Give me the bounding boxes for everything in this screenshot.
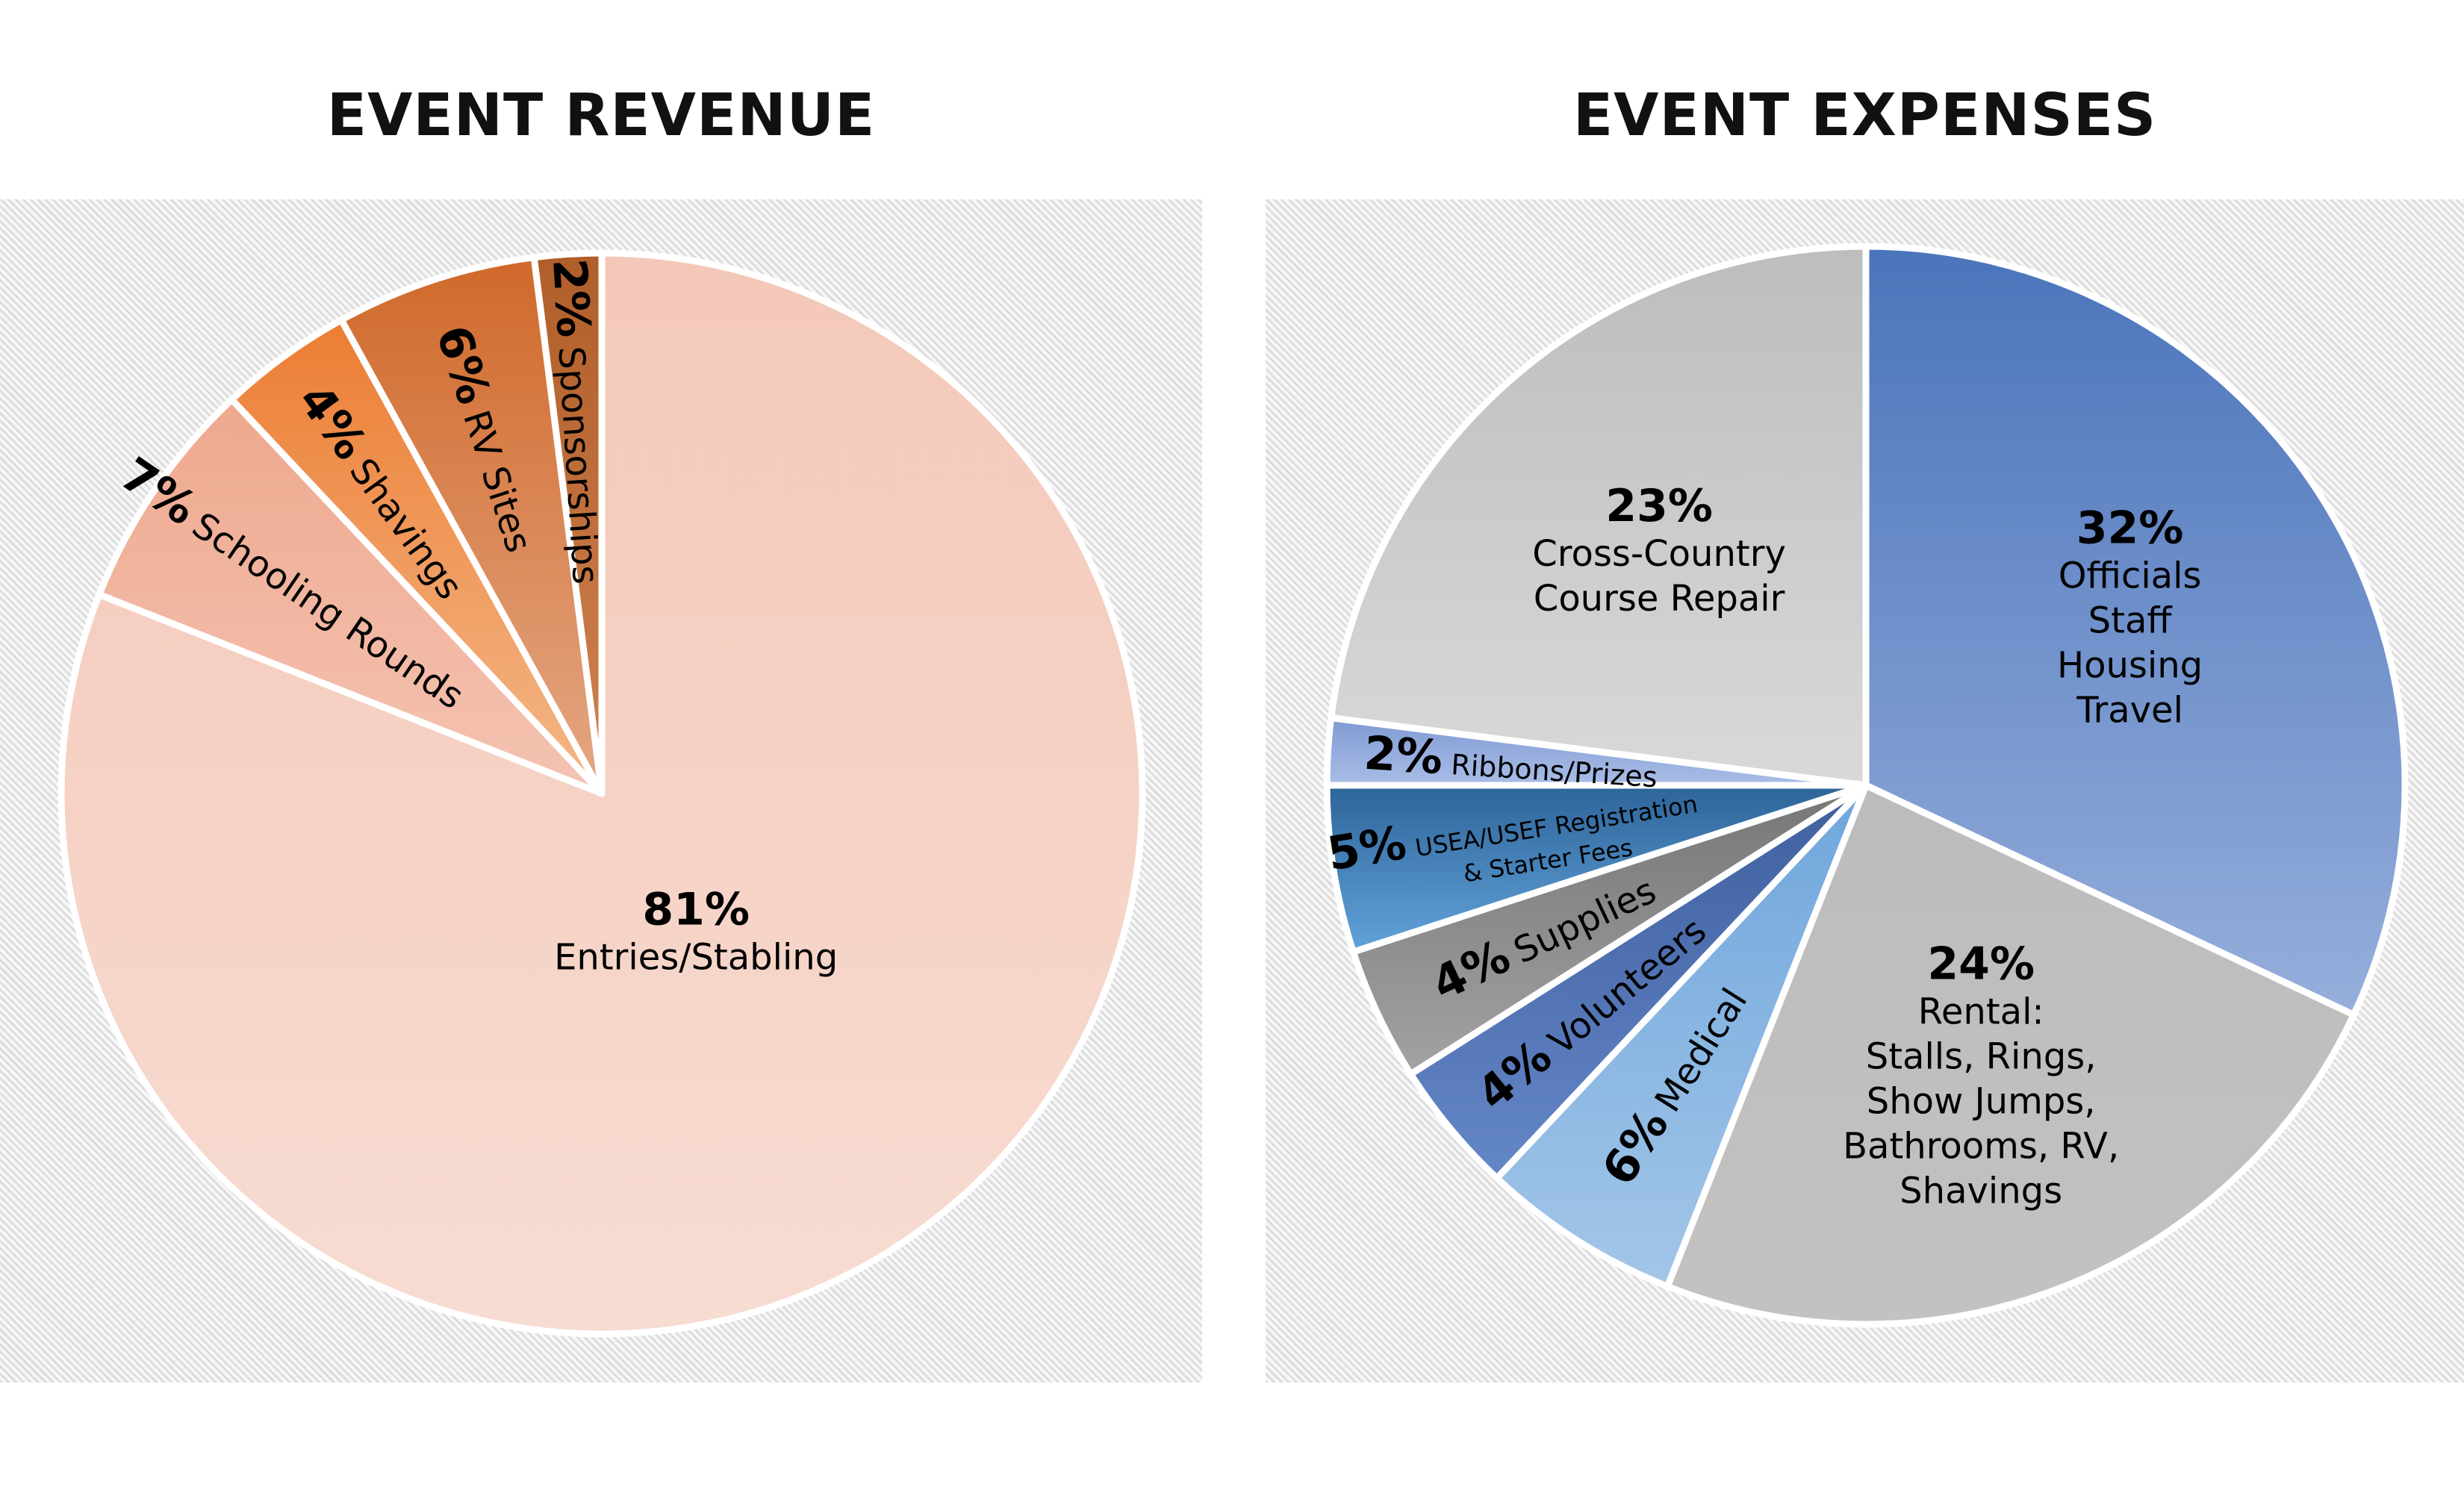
slice-label-line: Travel xyxy=(2076,690,2183,732)
expenses-chart-title: EVENT EXPENSES xyxy=(1572,82,2157,149)
pie-slice-rv-sites xyxy=(337,254,606,797)
pie-slice-sponsorships xyxy=(530,249,606,797)
slice-label-line: Shavings xyxy=(1900,1170,2062,1212)
slice-label-line: Housing xyxy=(2057,645,2203,687)
pie-slice-rental-stalls-rings-show-jumps-bathrooms-rv-shavings xyxy=(1664,782,2357,1328)
pie-slice-schooling-rounds xyxy=(96,396,606,797)
slice-label-rental-stalls-rings-show-jumps-bathrooms-rv-shavings: 24% Rental: Stalls, Rings, Show Jumps, Bathr… xyxy=(1843,938,2119,1212)
slice-label-line: Stalls, Rings, xyxy=(1866,1035,2097,1077)
slice-label-line: Officials xyxy=(2059,555,2202,597)
pie-slice-cross-country-course-repair xyxy=(1328,243,1870,789)
slice-percent: 23% xyxy=(1605,480,1713,532)
slice-label-entries-stabling: 81% Entries/Stabling xyxy=(554,884,838,979)
slice-label-cross-country-course-repair: 23% Cross-Country Course Repair xyxy=(1532,480,1786,620)
slice-percent: 2% xyxy=(542,257,601,339)
slice-label-line: Staff xyxy=(2088,600,2173,642)
slice-label-line: Show Jumps, xyxy=(1867,1080,2096,1122)
slice-label-line: Cross-Country xyxy=(1532,533,1786,575)
revenue-chart-title: EVENT REVENUE xyxy=(326,82,876,149)
slice-label-officials-staff-housing-travel: 32% Officials Staff Housing Travel xyxy=(2057,502,2203,732)
slice-label-line: Entries/Stabling xyxy=(554,937,838,979)
slice-percent: 5% xyxy=(1324,815,1410,882)
slice-percent: 24% xyxy=(1927,938,2035,990)
slice-label-line: Course Repair xyxy=(1534,578,1785,620)
slice-label-line: Bathrooms, RV, xyxy=(1843,1125,2119,1167)
slice-percent: 32% xyxy=(2076,502,2184,555)
pie-slice-usea-usef-registration-starter-fees xyxy=(1323,782,1870,956)
slice-percent: 81% xyxy=(642,884,750,936)
pie-slice-medical xyxy=(1493,782,1870,1290)
slice-percent: 2% xyxy=(1363,726,1445,785)
slice-label-line: Rental: xyxy=(1918,991,2044,1032)
pie-slice-officials-staff-housing-travel xyxy=(1862,243,2409,1018)
